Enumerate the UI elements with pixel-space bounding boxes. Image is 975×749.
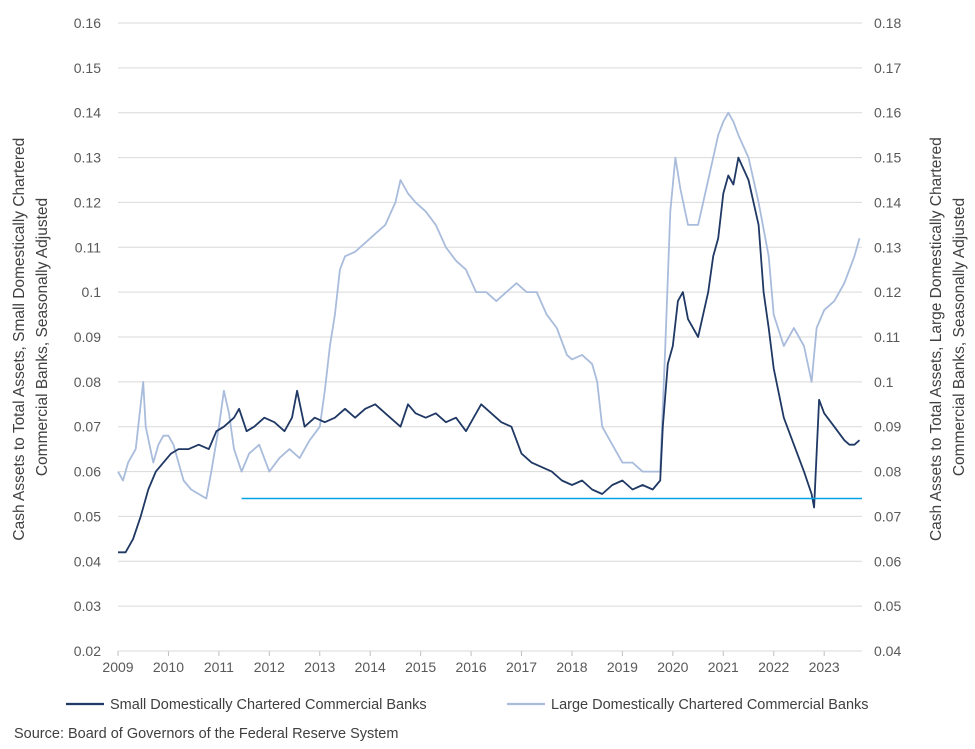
x-tick-label: 2012 — [254, 659, 285, 675]
right-axis-title-line-2: Commercial Banks, Seasonally Adjusted — [951, 198, 968, 476]
x-tick-label: 2021 — [708, 659, 739, 675]
right-axis-title-line-1: Cash Assets to Total Assets, Large Domes… — [928, 137, 945, 541]
x-tick-label: 2019 — [607, 659, 638, 675]
source-note: Source: Board of Governors of the Federa… — [14, 726, 399, 742]
left-tick-label: 0.12 — [74, 194, 101, 210]
left-tick-label: 0.08 — [74, 374, 101, 390]
x-tick-label: 2013 — [304, 659, 335, 675]
left-tick-label: 0.14 — [74, 105, 101, 121]
left-tick-label: 0.05 — [74, 508, 101, 524]
right-tick-label: 0.07 — [874, 508, 901, 524]
series-layer — [117, 111, 862, 554]
right-tick-label: 0.11 — [874, 329, 900, 345]
legend-label-large: Large Domestically Chartered Commercial … — [551, 697, 869, 713]
right-axis-ticks: 0.04 0.05 0.06 0.07 0.08 0.09 0.1 0.11 0.12 0.13 0… — [874, 15, 901, 659]
left-axis-ticks: 0.02 0.03 0.04 0.05 0.06 0.07 0.08 0.09 0.1 0.11 0… — [74, 15, 101, 659]
left-tick-label: 0.03 — [74, 598, 101, 614]
series-line-large-banks — [117, 111, 861, 500]
gridlines — [118, 22, 862, 607]
x-tick-label: 2017 — [506, 659, 537, 675]
left-tick-label: 0.06 — [74, 464, 101, 480]
x-tick-label: 2020 — [657, 659, 688, 675]
right-tick-label: 0.09 — [874, 419, 901, 435]
right-tick-label: 0.14 — [874, 194, 901, 210]
x-tick-label: 2009 — [102, 659, 133, 675]
left-tick-label: 0.11 — [75, 239, 101, 255]
right-tick-label: 0.1 — [874, 374, 894, 390]
right-tick-label: 0.15 — [874, 150, 901, 166]
right-tick-label: 0.04 — [874, 643, 901, 659]
x-tick-label: 2023 — [809, 659, 840, 675]
right-tick-label: 0.13 — [874, 239, 901, 255]
left-tick-label: 0.07 — [74, 419, 101, 435]
x-tick-label: 2018 — [556, 659, 587, 675]
left-tick-label: 0.16 — [74, 15, 101, 31]
left-tick-label: 0.13 — [74, 150, 101, 166]
left-tick-label: 0.1 — [82, 284, 102, 300]
right-tick-label: 0.06 — [874, 553, 901, 569]
legend: Small Domestically Chartered Commercial … — [66, 697, 869, 713]
left-axis-title: Cash Assets to Total Assets, Small Domes… — [11, 133, 51, 540]
x-tick-label: 2011 — [204, 659, 234, 675]
left-tick-label: 0.15 — [74, 60, 101, 76]
x-tick-label: 2014 — [355, 659, 386, 675]
x-tick-label: 2015 — [405, 659, 436, 675]
right-tick-label: 0.18 — [874, 15, 901, 31]
x-tick-label: 2010 — [153, 659, 184, 675]
right-tick-label: 0.05 — [874, 598, 901, 614]
right-axis-title: Cash Assets to Total Assets, Large Domes… — [928, 133, 968, 541]
x-tick-label: 2016 — [456, 659, 487, 675]
left-axis-title-line-2: Commercial Banks, Seasonally Adjusted — [34, 198, 51, 476]
right-tick-label: 0.16 — [874, 105, 901, 121]
right-tick-label: 0.08 — [874, 464, 901, 480]
x-tick-label: 2022 — [758, 659, 789, 675]
left-tick-label: 0.09 — [74, 329, 101, 345]
left-tick-label: 0.02 — [74, 643, 101, 659]
series-line-small-banks — [118, 156, 861, 554]
right-tick-label: 0.12 — [874, 284, 901, 300]
x-axis-ticks: 2009 2010 2011 2012 2013 2014 2015 2016 2017 2018… — [102, 651, 840, 675]
right-tick-label: 0.17 — [874, 60, 901, 76]
left-tick-label: 0.04 — [74, 553, 101, 569]
left-axis-title-line-1: Cash Assets to Total Assets, Small Domes… — [11, 138, 28, 541]
legend-label-small: Small Domestically Chartered Commercial … — [110, 697, 427, 713]
